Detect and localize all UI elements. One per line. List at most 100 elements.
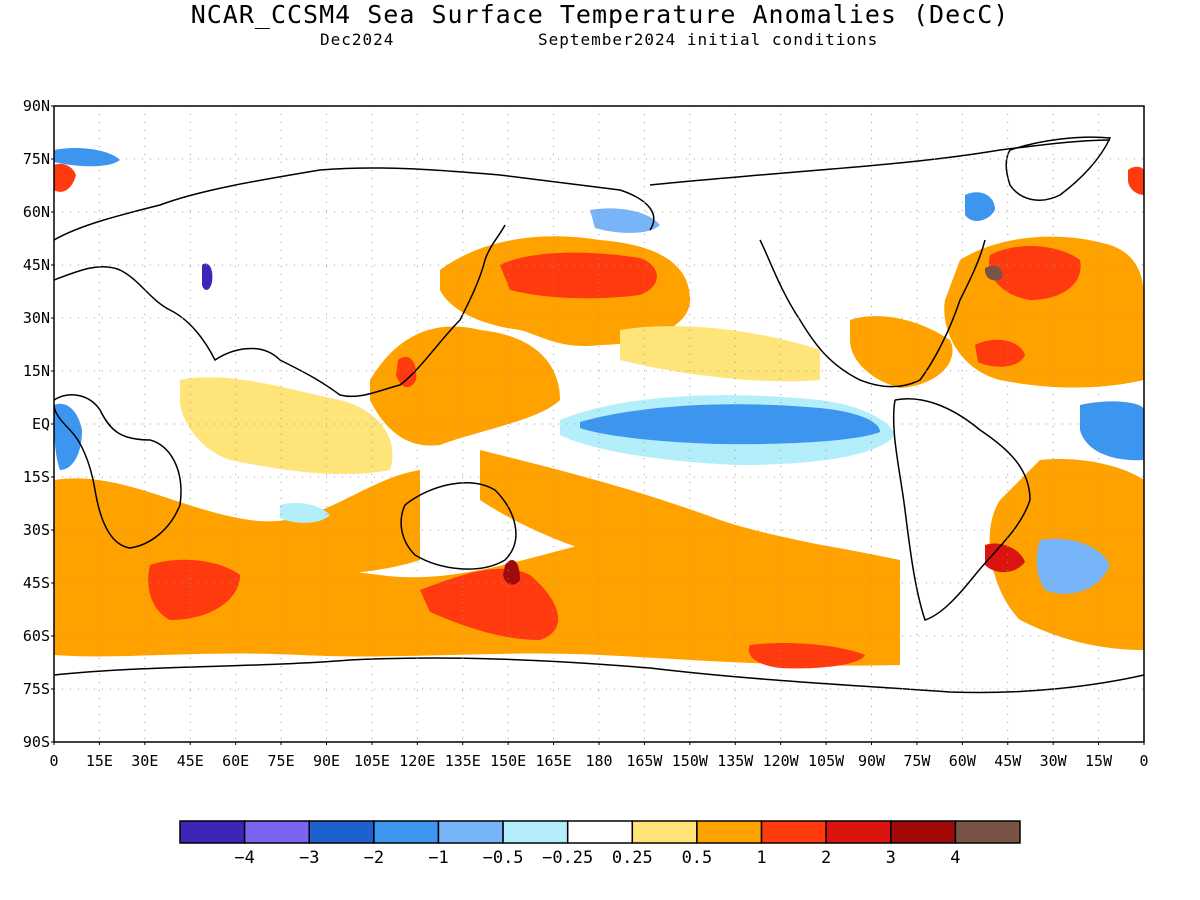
colorbar-swatch (825, 820, 892, 844)
lat-tick-label: 45S (23, 574, 50, 592)
lon-tick-label: 60W (949, 752, 977, 770)
lat-tick-label: 60N (23, 203, 50, 221)
north-america-coastline (649, 139, 1111, 388)
colorbar-swatch (308, 820, 375, 844)
colorbar-swatch (760, 820, 827, 844)
colorbar-swatch (696, 820, 763, 844)
colorbar-swatch (179, 820, 246, 844)
tasman-sea-hot-spot (420, 568, 559, 640)
south-atlantic-cool (1036, 538, 1110, 594)
south-pacific-convergence-warm (480, 450, 870, 600)
colorbar-label: −1 (428, 848, 448, 868)
lon-tick-label: 45W (994, 752, 1022, 770)
colorbar-swatch (631, 820, 698, 844)
lon-tick-label: 15W (1085, 752, 1113, 770)
lat-tick-label: 15S (23, 468, 50, 486)
lon-tick-label: 180 (585, 752, 612, 770)
colorbar-label: −3 (299, 848, 319, 868)
north-atlantic-hot-spot (989, 245, 1081, 300)
africa-coastline (54, 394, 182, 549)
lon-tick-label: 150E (490, 752, 526, 770)
barents-hot-spot (54, 163, 76, 192)
colorbar-swatch (502, 820, 569, 844)
labrador-sea-cool (965, 192, 995, 222)
colorbar-swatch (890, 820, 957, 844)
valid-month-label: Dec2024 (320, 30, 395, 49)
mid-atlantic-hot-spot (975, 339, 1025, 367)
latitude-labels: 90N 75N 60N 45N 30N 15N EQ 15S 30S 45S 60S 75S 90S (23, 97, 54, 751)
lon-tick-label: 45E (177, 752, 204, 770)
arctic-cool (54, 148, 120, 167)
colorbar: −4 −3 −2 −1 −0.5 −0.25 0.25 0.5 1 2 3 4 (179, 820, 1021, 868)
lon-tick-label: 135E (445, 752, 481, 770)
lat-tick-label: 30S (23, 521, 50, 539)
colorbar-label: −4 (234, 848, 254, 868)
lat-tick-label: 15N (23, 362, 50, 380)
east-atlantic-cool (1080, 401, 1144, 461)
west-pacific-warm-pool (370, 326, 560, 446)
caspian-cool (202, 263, 213, 290)
colorbar-label: 2 (821, 848, 831, 868)
colorbar-label: 0.5 (682, 848, 713, 868)
eurasia-coastline (54, 167, 655, 397)
colorbar-label: 0.25 (612, 848, 653, 868)
lon-tick-label: 90W (858, 752, 886, 770)
lon-tick-label: 120W (763, 752, 800, 770)
south-atlantic-indian-warm (54, 470, 420, 577)
lon-tick-label: 105E (354, 752, 390, 770)
colorbar-swatch (954, 820, 1021, 844)
west-south-atlantic-hot-spot (985, 543, 1025, 573)
colorbar-swatch (437, 820, 504, 844)
lat-tick-label: 30N (23, 309, 50, 327)
bering-cool (590, 208, 660, 233)
lon-tick-label: 75E (268, 752, 295, 770)
colorbar-label: −0.25 (542, 848, 593, 868)
lon-tick-label: 165E (536, 752, 572, 770)
longitude-labels: 0 15E 30E 45E 60E 75E 90E 105E 120E 135E 150E 165E 1… (49, 742, 1149, 770)
colorbar-label: −0.5 (483, 848, 524, 868)
lon-tick-label: 30E (131, 752, 158, 770)
lat-tick-label: 60S (23, 627, 50, 645)
lon-tick-label: 30W (1040, 752, 1068, 770)
chart-title: NCAR_CCSM4 Sea Surface Temperature Anoma… (190, 0, 1010, 29)
lon-tick-label: 75W (903, 752, 931, 770)
lon-tick-label: 105W (808, 752, 845, 770)
lat-tick-label: 45N (23, 256, 50, 274)
lon-tick-label: 15E (86, 752, 113, 770)
east-pacific-weak-warm (620, 326, 820, 382)
tasman-extreme-spot (503, 560, 520, 585)
init-conditions-label: September2024 initial conditions (538, 30, 879, 49)
antarctica-coastline (54, 657, 1144, 694)
barents-hot-spot-east (1128, 166, 1144, 195)
lon-tick-label: 60E (222, 752, 249, 770)
lat-tick-label: 75N (23, 150, 50, 168)
gridlines (54, 106, 1144, 742)
colorbar-swatch (566, 820, 634, 844)
colorbar-label: 3 (886, 848, 896, 868)
indian-ocean-weak-warm (180, 377, 393, 475)
lon-tick-label: 120E (399, 752, 435, 770)
colorbar-label: 1 (756, 848, 766, 868)
lon-tick-label: 165W (626, 752, 663, 770)
south-pacific-hot-spot (748, 643, 865, 669)
colorbar-label: −2 (364, 848, 384, 868)
gulf-stream-extreme-spot (985, 265, 1003, 281)
lat-tick-label: EQ (32, 415, 50, 433)
colorbar-swatch (243, 820, 310, 844)
indian-ocean-cool (280, 503, 330, 523)
australia-coastline (400, 482, 517, 570)
lon-tick-label: 0 (49, 752, 58, 770)
equatorial-pacific-cool-tongue (580, 404, 880, 445)
lat-tick-label: 90N (23, 97, 50, 115)
lon-tick-label: 135W (717, 752, 754, 770)
lat-tick-label: 75S (23, 680, 50, 698)
north-pacific-hot-spot (500, 252, 657, 299)
south-america-coastline (892, 398, 1031, 621)
greenland-coastline (1005, 136, 1112, 201)
south-indian-hot-spot (148, 559, 240, 620)
lon-tick-label: 90E (313, 752, 340, 770)
colorbar-label: 4 (950, 848, 960, 868)
coastlines (54, 136, 1144, 694)
philippine-sea-hot-spot (396, 356, 417, 388)
